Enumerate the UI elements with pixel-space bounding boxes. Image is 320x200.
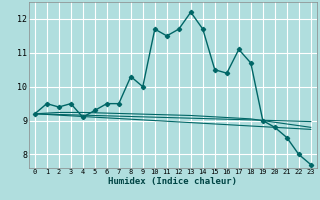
X-axis label: Humidex (Indice chaleur): Humidex (Indice chaleur) xyxy=(108,177,237,186)
